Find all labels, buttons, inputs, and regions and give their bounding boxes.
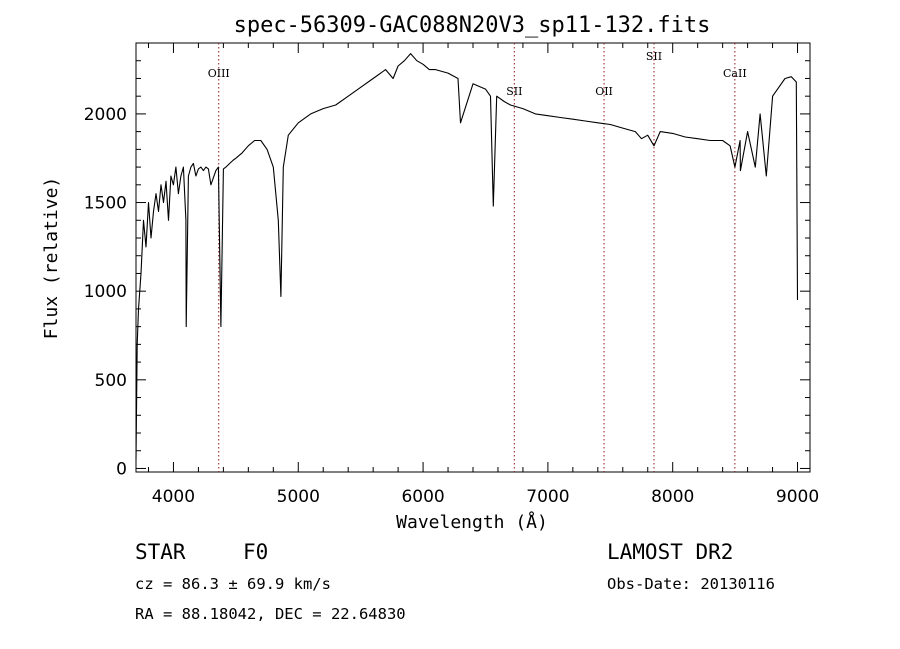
object-class: STAR	[135, 540, 186, 564]
y-axis-ticks: 0 500 1000 1500 2000	[84, 60, 810, 479]
plot-border	[135, 42, 811, 473]
reference-line-label: SII	[646, 50, 662, 63]
survey-label: LAMOST DR2	[607, 540, 733, 564]
redshift-text: cz = 86.3 ± 69.9 km/s	[135, 575, 331, 593]
x-tick-label: 9000	[776, 487, 819, 507]
reference-line-label: OII	[595, 85, 613, 98]
x-tick-label: 6000	[401, 487, 444, 507]
reference-lines	[218, 43, 736, 472]
x-axis-ticks: 4000 5000 6000 7000 8000 9000	[147, 43, 819, 507]
coordinates-text: RA = 88.18042, DEC = 22.64830	[135, 605, 406, 623]
y-tick-label: 500	[95, 371, 127, 391]
reference-labels: OIII SII OII SII CaII	[208, 50, 747, 98]
y-tick-label: 0	[116, 459, 127, 479]
x-tick-label: 5000	[277, 487, 320, 507]
reference-line-label: SII	[506, 85, 522, 98]
object-subclass: F0	[243, 540, 268, 564]
x-tick-label: 4000	[152, 487, 195, 507]
plot-frame	[135, 42, 811, 473]
spectrum-series	[135, 53, 799, 460]
y-axis-label: Flux (relative)	[41, 177, 62, 340]
x-tick-label: 7000	[526, 487, 569, 507]
reference-line-label: CaII	[723, 67, 747, 80]
obs-date: Obs-Date: 20130116	[607, 575, 775, 593]
chart-title: spec-56309-GAC088N20V3_sp11-132.fits	[234, 13, 711, 38]
y-tick-label: 1000	[84, 282, 127, 302]
y-tick-label: 2000	[84, 105, 127, 125]
x-tick-label: 8000	[651, 487, 694, 507]
y-tick-label: 1500	[84, 194, 127, 214]
x-axis-label: Wavelength (Å)	[396, 511, 548, 533]
spectrum-line	[135, 53, 799, 460]
reference-line-label: OIII	[208, 67, 230, 80]
